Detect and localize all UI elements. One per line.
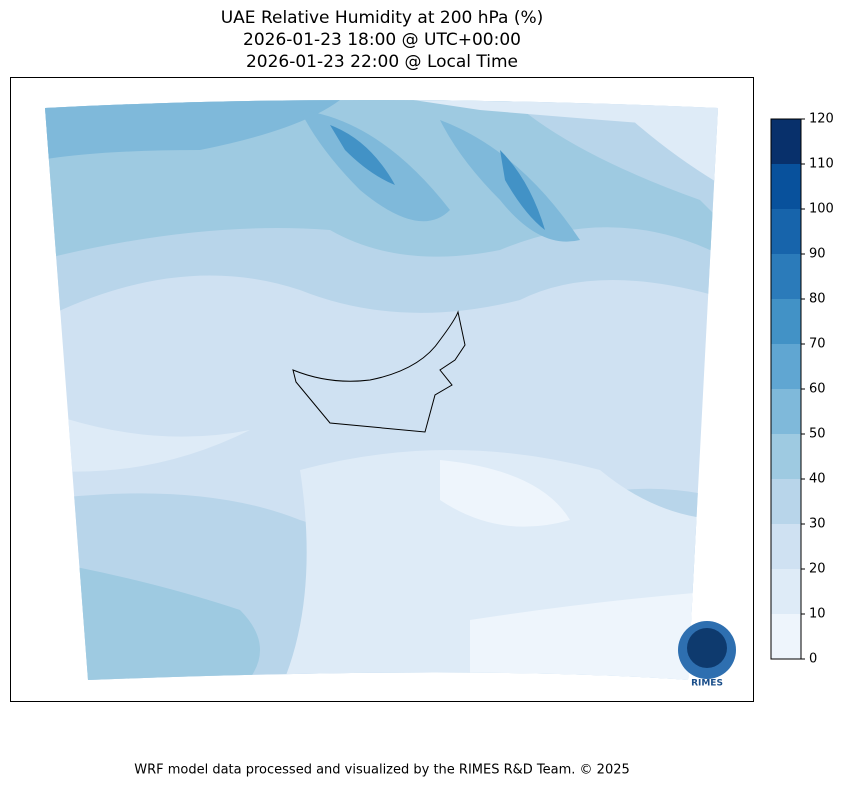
tick-label: 20 [809,562,826,577]
tick-label: 60 [809,382,826,397]
colorbar-segment [771,569,801,614]
colorbar: 0 10 20 30 40 50 60 70 80 90 100 110 120 [770,112,834,667]
tick-label: 40 [809,472,826,487]
tick-label: 120 [809,112,834,127]
colorbar-segment [771,344,801,389]
colorbar-segment [771,254,801,299]
title-line: 2026-01-23 22:00 @ Local Time [246,52,518,72]
tick-label: 10 [809,607,826,622]
tick-label: 70 [809,337,826,352]
colorbar-segment [771,119,801,164]
tick-label: 80 [809,292,826,307]
humidity-field [45,100,718,680]
tick-label: 90 [809,247,826,262]
tick-label: 0 [809,652,817,667]
tick-label: 30 [809,517,826,532]
logo-text: RIMES [691,679,723,689]
tick-label: 50 [809,427,826,442]
colorbar-segment [771,209,801,254]
footer: WRF model data processed and visualized … [134,763,630,778]
colorbar-segment [771,389,801,434]
colorbar-segment [771,299,801,344]
colorbar-segment [771,479,801,524]
tick-label: 100 [809,202,834,217]
colorbar-segment [771,524,801,569]
colorbar-segment [771,614,801,659]
logo: RIMES [678,621,736,689]
title-line: UAE Relative Humidity at 200 hPa (%) [221,8,544,28]
colorbar-segment [771,434,801,479]
colorbar-segment [771,164,801,209]
uae-outline [292,310,466,433]
tick-label: 110 [809,157,834,172]
title-line: 2026-01-23 18:00 @ UTC+00:00 [243,30,521,50]
